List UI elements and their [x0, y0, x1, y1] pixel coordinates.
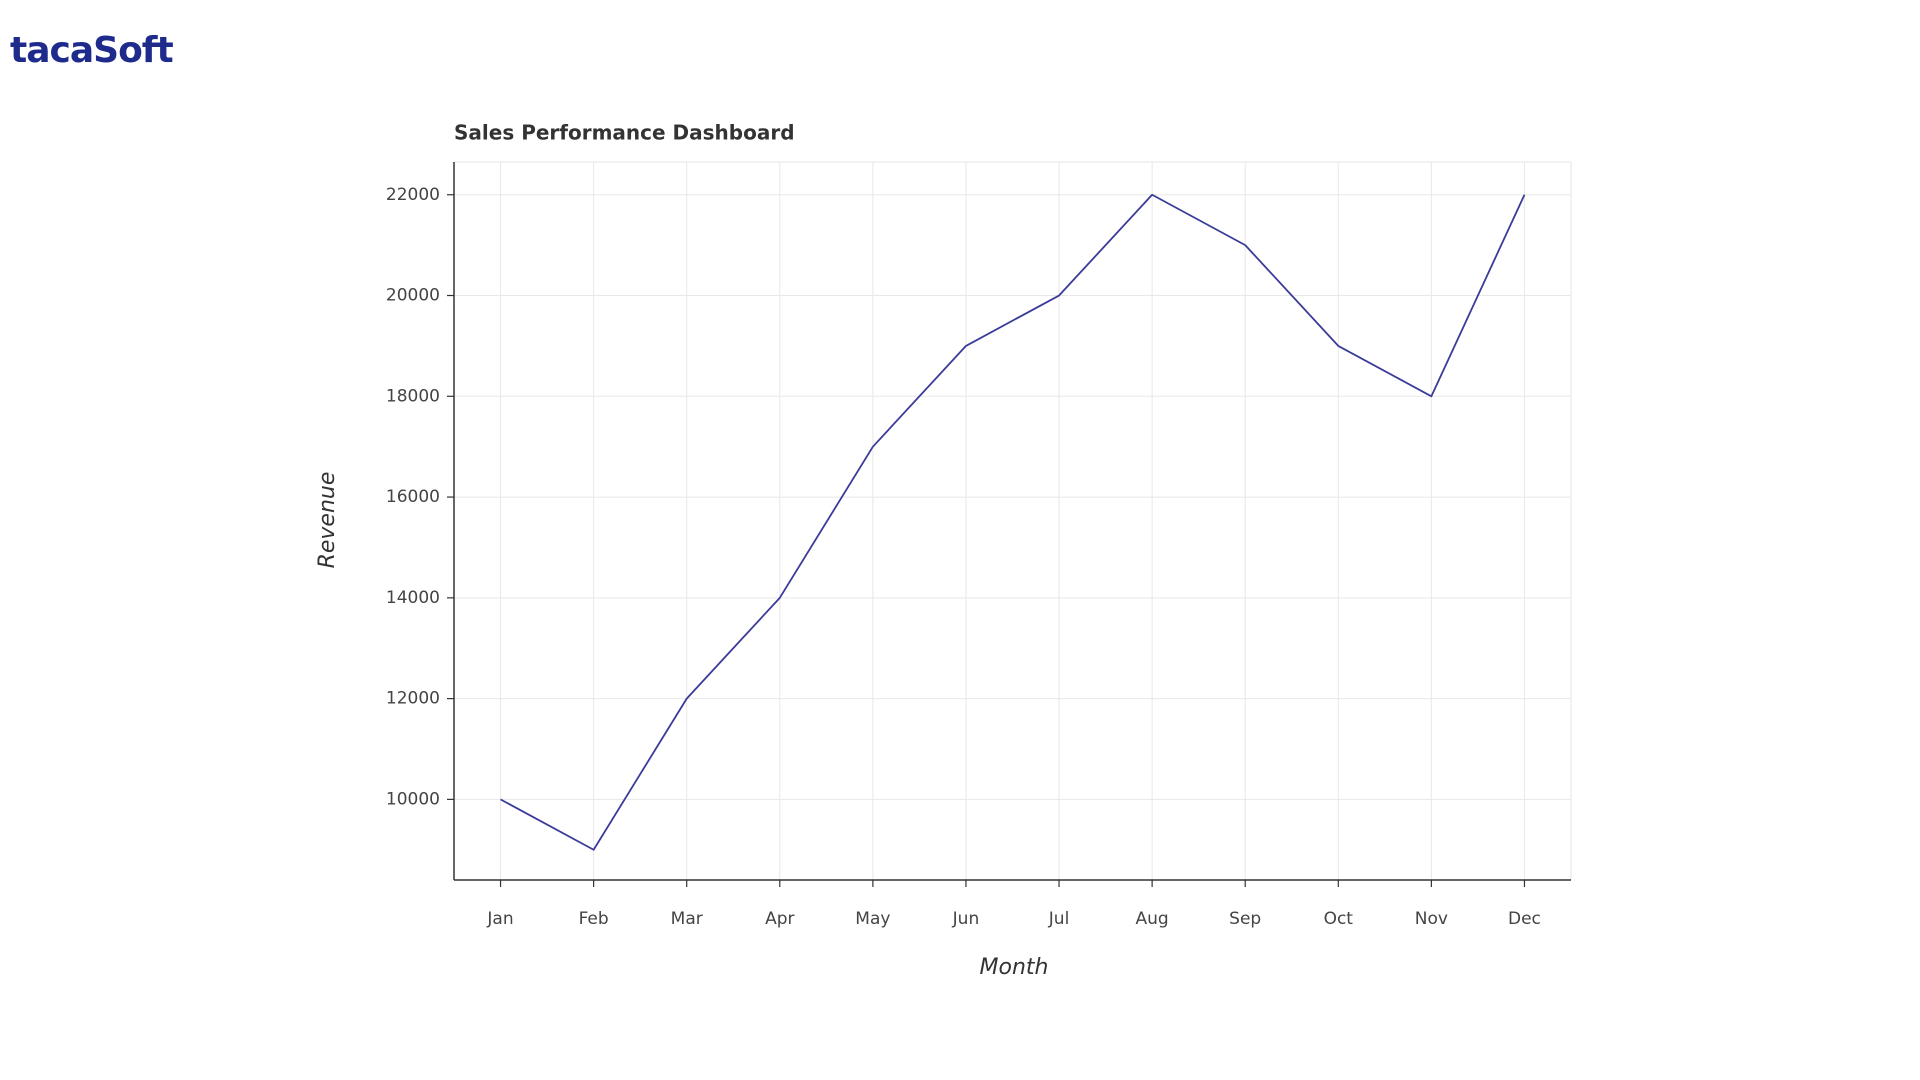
x-tick-label: Feb [579, 909, 609, 929]
y-tick-label: 22000 [386, 185, 440, 205]
logo: tacaSoft [10, 30, 173, 71]
x-tick-label: Nov [1415, 909, 1448, 929]
line-series [500, 193, 1526, 851]
x-tick-label: May [855, 909, 890, 929]
x-tick-label: Jan [486, 909, 513, 929]
y-tick-label: 20000 [386, 286, 440, 306]
x-tick-label: Apr [765, 909, 794, 929]
x-tick-label: Jul [1048, 909, 1070, 929]
y-tick-label: 12000 [386, 689, 440, 709]
y-tick-label: 14000 [386, 588, 440, 608]
x-axis-label: Month [980, 955, 1049, 980]
x-tick-label: Mar [671, 909, 703, 929]
y-tick-label: 18000 [386, 386, 440, 406]
plot-border [453, 161, 1572, 881]
y-axis-label: Revenue [315, 472, 340, 569]
y-tick-label: 10000 [386, 789, 440, 809]
chart-title: Sales Performance Dashboard [454, 121, 795, 145]
x-tick-label: Jun [952, 909, 980, 929]
x-tick-label: Dec [1508, 909, 1541, 929]
x-tick-label: Aug [1136, 909, 1169, 929]
x-tick-label: Sep [1229, 909, 1261, 929]
x-tick-label: Oct [1324, 909, 1354, 929]
y-tick-label: 16000 [386, 487, 440, 507]
